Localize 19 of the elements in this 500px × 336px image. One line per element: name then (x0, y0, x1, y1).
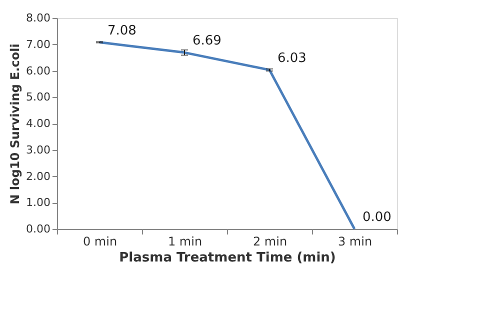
y-axis-title: N log10 Surviving E.coli (8, 44, 22, 204)
y-tick-label: 3.00 (26, 143, 50, 156)
y-tick-label: 8.00 (26, 12, 50, 24)
y-tick-label: 0.00 (26, 222, 50, 236)
x-tick-label: 2 min (252, 234, 288, 248)
data-label: 6.69 (192, 34, 222, 49)
y-tick-label: 2.00 (26, 170, 50, 183)
y-tick-label: 7.00 (26, 38, 50, 51)
x-axis-title: Plasma Treatment Time (min) (119, 250, 336, 266)
y-tick-label: 6.00 (26, 64, 50, 78)
x-tick-label: 1 min (168, 234, 202, 248)
y-tick-label: 4.00 (26, 117, 50, 130)
y-tick-label: 1.00 (26, 196, 50, 210)
data-label: 6.03 (278, 50, 306, 66)
x-tick-label: 0 min (82, 234, 118, 248)
x-tick-label: 3 min (338, 234, 372, 248)
y-tick-label: 5.00 (26, 90, 50, 104)
data-label: 0.00 (362, 210, 392, 225)
data-label: 7.08 (108, 23, 136, 38)
